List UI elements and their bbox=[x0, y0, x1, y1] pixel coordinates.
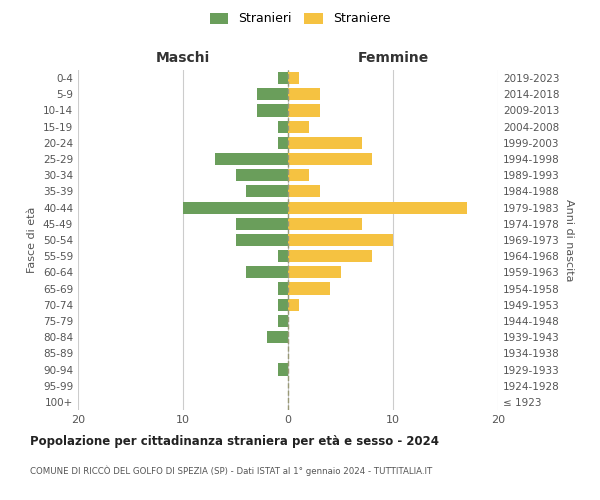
Bar bbox=[288, 234, 393, 246]
Text: Maschi: Maschi bbox=[156, 51, 210, 65]
Bar bbox=[288, 186, 320, 198]
Text: Femmine: Femmine bbox=[358, 51, 428, 65]
Bar bbox=[288, 153, 372, 165]
Bar bbox=[277, 298, 288, 311]
Bar bbox=[277, 137, 288, 149]
Bar bbox=[277, 364, 288, 376]
Bar bbox=[277, 315, 288, 327]
Bar bbox=[288, 250, 372, 262]
Legend: Stranieri, Straniere: Stranieri, Straniere bbox=[206, 8, 394, 29]
Bar bbox=[288, 120, 309, 132]
Bar bbox=[235, 234, 288, 246]
Bar bbox=[215, 153, 288, 165]
Bar bbox=[235, 218, 288, 230]
Bar bbox=[288, 72, 299, 84]
Bar bbox=[288, 282, 330, 294]
Bar bbox=[277, 250, 288, 262]
Y-axis label: Fasce di età: Fasce di età bbox=[28, 207, 37, 273]
Bar bbox=[246, 266, 288, 278]
Text: COMUNE DI RICCÒ DEL GOLFO DI SPEZIA (SP) - Dati ISTAT al 1° gennaio 2024 - TUTTI: COMUNE DI RICCÒ DEL GOLFO DI SPEZIA (SP)… bbox=[30, 465, 432, 475]
Bar bbox=[235, 169, 288, 181]
Bar bbox=[277, 120, 288, 132]
Bar bbox=[288, 137, 361, 149]
Bar bbox=[288, 218, 361, 230]
Y-axis label: Anni di nascita: Anni di nascita bbox=[563, 198, 574, 281]
Bar bbox=[288, 202, 467, 213]
Bar bbox=[288, 266, 341, 278]
Bar bbox=[288, 88, 320, 101]
Bar bbox=[246, 186, 288, 198]
Bar bbox=[257, 104, 288, 117]
Bar bbox=[288, 104, 320, 117]
Text: Popolazione per cittadinanza straniera per età e sesso - 2024: Popolazione per cittadinanza straniera p… bbox=[30, 435, 439, 448]
Bar bbox=[277, 72, 288, 84]
Bar bbox=[267, 331, 288, 343]
Bar bbox=[257, 88, 288, 101]
Bar bbox=[183, 202, 288, 213]
Bar bbox=[288, 169, 309, 181]
Bar bbox=[277, 282, 288, 294]
Bar bbox=[288, 298, 299, 311]
